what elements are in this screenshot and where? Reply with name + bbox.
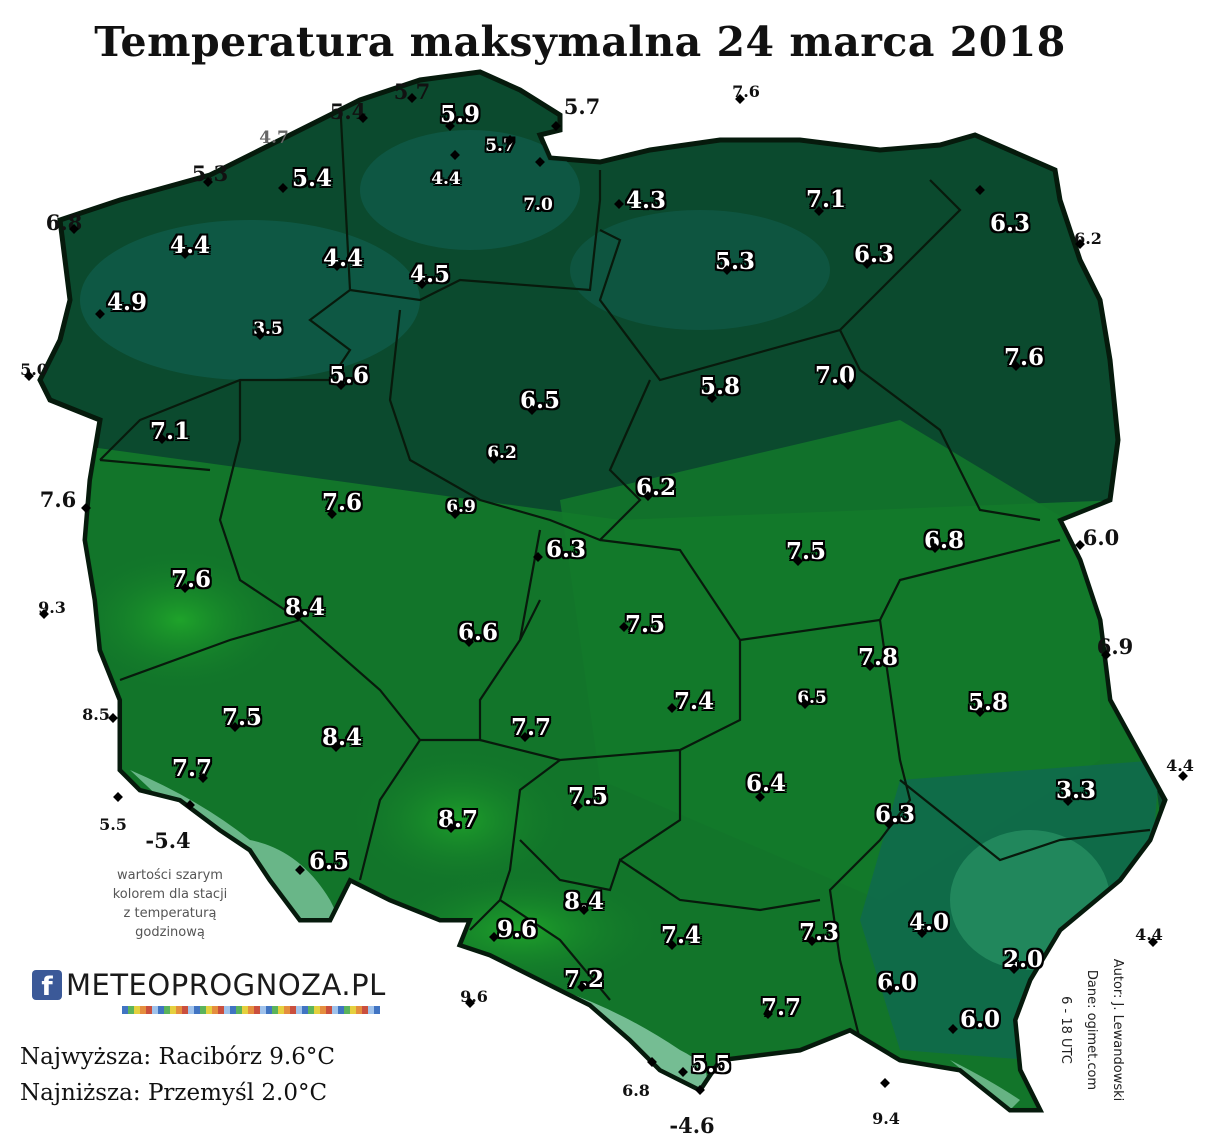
station-value: -4.6 [669,1113,715,1138]
note-line: godzinową [135,925,205,940]
station-value: 3.3 [1055,777,1097,804]
station-value: 4.4 [169,232,211,259]
station-value: 7.0 [523,195,553,215]
credit-author: Autor: J. Lewandowski [1110,958,1125,1102]
station-value: 5.7 [393,79,431,104]
station-value: 4.3 [625,187,667,214]
station-value: 5.5 [690,1051,732,1078]
station-value: 7.1 [149,418,191,445]
station-value: 6.8 [622,1081,650,1100]
station-value: 5.6 [328,362,370,389]
station-value: 6.3 [874,801,916,828]
station-value: 5.8 [699,373,741,400]
lowest-temperature: Najniższa: Przemyśl 2.0°C [20,1080,328,1106]
station-value: 8.4 [321,724,363,751]
station-value: 5.9 [439,101,481,128]
station-value: -5.4 [145,828,191,853]
station-value: 7.5 [221,704,263,731]
station-value: 7.5 [624,611,666,638]
station-value: 8.5 [82,705,110,724]
station-value: 9.6 [496,916,538,943]
station-value: 6.5 [308,848,350,875]
station-value: 8.7 [437,806,479,833]
station-value: 6.3 [853,241,895,268]
station-value: 6.4 [745,770,787,797]
station-value: 8.4 [284,594,326,621]
map-title: Temperatura maksymalna 24 marca 2018 [94,18,1066,66]
station-value: 6.0 [1082,525,1120,550]
station-value: 4.4 [431,169,461,189]
station-value: 6.0 [876,969,918,996]
note-line: wartości szarym [117,868,223,883]
station-value: 7.4 [673,688,715,715]
station-value: 7.3 [798,919,840,946]
station-value: 5.3 [191,161,229,186]
station-value: 7.6 [321,489,363,516]
station-value: 5.7 [563,94,601,119]
facebook-icon[interactable]: f [32,970,62,1002]
station-value: 4.4 [322,245,364,272]
credits: Autor: J. Lewandowski Dane: ogimet.com 6… [1040,930,1130,1130]
logo-color-bar [122,1006,380,1014]
station-value: 4.7 [259,128,289,148]
station-value: 9.4 [872,1109,900,1128]
station-value: 6.3 [545,536,587,563]
station-value: 4.9 [106,289,148,316]
station-value: 7.7 [510,714,552,741]
station-value: 6.0 [959,1006,1001,1033]
credit-data: Dane: ogimet.com [1084,969,1099,1091]
note-line: z temperaturą [123,906,217,921]
voivodeship-borders [99,99,1151,1041]
station-value: 5.8 [967,689,1009,716]
station-value: 7.6 [170,566,212,593]
station-value: 4.4 [1135,925,1163,944]
station-value: 8.4 [563,888,605,915]
station-value: 7.1 [805,186,847,213]
country-border [37,69,1168,1112]
note-line: kolorem dla stacji [112,887,228,902]
station-value: 4.4 [1166,756,1194,775]
station-value: 6.5 [519,387,561,414]
highest-temperature: Najwyższa: Racibórz 9.6°C [20,1044,335,1070]
logo-text: METEOPROGNOZA.PL [66,968,386,1002]
station-value: 4.5 [409,261,451,288]
credit-time: 6 - 18 UTC [1058,996,1073,1064]
station-value: 5.4 [329,99,367,124]
station-value: 7.5 [785,538,827,565]
meteoprognoza-logo[interactable]: f METEOPROGNOZA.PL [30,966,390,1020]
station-value: 5.4 [291,165,333,192]
station-value: 4.0 [908,909,950,936]
station-value: 5.5 [99,815,127,834]
station-value: 7.2 [563,966,605,993]
station-value: 7.6 [39,487,77,512]
station-value: 6.3 [989,210,1031,237]
gray-values-note: wartości szarym kolorem dla stacji z tem… [80,866,260,942]
